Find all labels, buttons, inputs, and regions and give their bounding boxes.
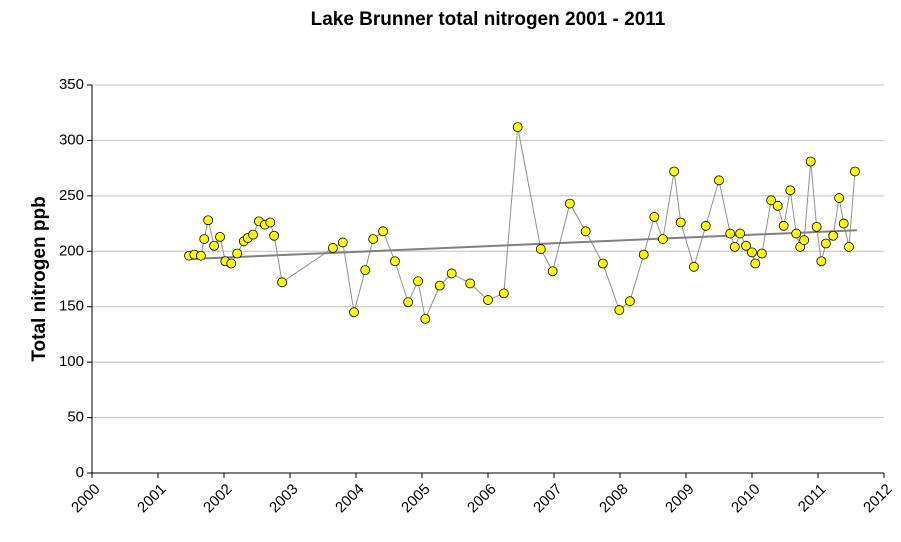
data-point — [778, 220, 789, 231]
data-point — [757, 248, 767, 259]
data-point — [337, 237, 348, 248]
data-point — [729, 241, 740, 252]
data-point — [368, 234, 379, 244]
data-point — [844, 241, 854, 252]
data-point — [725, 228, 736, 239]
data-point — [747, 247, 757, 258]
data-point — [420, 314, 431, 324]
data-point — [805, 156, 816, 167]
data-point — [203, 215, 214, 226]
data-point — [378, 226, 388, 237]
data-point — [689, 261, 699, 272]
data-point — [850, 166, 860, 177]
data-point — [446, 268, 457, 279]
data-point — [638, 249, 649, 260]
data-point — [564, 198, 575, 209]
data-point — [834, 193, 845, 203]
data-point — [199, 234, 210, 244]
data-line — [188, 127, 856, 321]
data-point — [700, 220, 711, 231]
x-tick-label: 2011 — [795, 481, 830, 516]
data-point — [498, 288, 509, 299]
y-tick-label: 350 — [59, 76, 84, 93]
x-tick-label: 2003 — [266, 481, 302, 517]
x-tick-label: 2001 — [134, 481, 170, 517]
data-point — [434, 280, 445, 291]
y-tick-label: 200 — [59, 242, 84, 259]
data-point — [277, 277, 287, 288]
data-point — [821, 238, 831, 249]
data-point — [265, 217, 276, 228]
trend-line — [188, 229, 857, 261]
data-point — [625, 296, 635, 307]
data-point — [360, 265, 371, 276]
data-point — [838, 218, 849, 229]
data-point — [597, 258, 608, 269]
data-point — [649, 212, 660, 222]
x-tick-label: 2006 — [464, 481, 500, 517]
y-axis-label: Total nitrogen ppb — [29, 196, 50, 361]
data-point — [791, 228, 802, 239]
data-point — [226, 258, 237, 269]
data-point — [828, 230, 839, 241]
data-point — [327, 243, 338, 253]
y-tick-label: 250 — [59, 187, 84, 204]
data-point — [580, 226, 591, 237]
x-tick-label: 2005 — [398, 481, 434, 517]
x-tick-label: 2004 — [332, 481, 368, 517]
data-point — [735, 228, 746, 239]
data-point — [547, 266, 558, 277]
chart-title: Lake Brunner total nitrogen 2001 - 2011 — [311, 9, 666, 30]
data-point — [535, 244, 546, 254]
data-point — [232, 248, 243, 259]
x-tick-label: 2010 — [728, 481, 764, 517]
data-point — [349, 307, 359, 318]
data-point — [413, 276, 423, 287]
data-point — [741, 240, 751, 251]
data-point — [658, 234, 668, 244]
data-point — [714, 175, 724, 186]
data-point — [512, 122, 523, 133]
data-point — [390, 256, 400, 267]
data-point — [215, 231, 225, 242]
y-tick-label: 150 — [59, 298, 84, 315]
y-tick-label: 100 — [59, 353, 84, 370]
data-point — [669, 166, 680, 177]
data-point — [483, 295, 493, 305]
x-tick-label: 2008 — [596, 481, 632, 517]
data-point — [750, 258, 761, 269]
data-point — [465, 278, 476, 289]
data-point — [772, 200, 783, 211]
data-point — [785, 185, 796, 196]
y-tick-label: 300 — [59, 131, 84, 148]
data-point — [614, 305, 625, 315]
data-point — [269, 230, 280, 241]
x-tick-label: 2000 — [68, 481, 104, 517]
data-point — [816, 256, 827, 267]
data-point — [675, 217, 686, 228]
x-tick-label: 2009 — [662, 481, 698, 517]
y-tick-label: 50 — [67, 409, 84, 426]
data-point — [811, 221, 822, 232]
x-tick-label: 2002 — [200, 481, 236, 517]
data-point — [799, 235, 810, 246]
x-tick-label: 2007 — [530, 481, 566, 517]
data-point — [403, 297, 414, 308]
data-point — [209, 240, 220, 251]
data-point — [248, 229, 258, 240]
y-tick-label: 0 — [76, 464, 84, 481]
x-tick-label: 2012 — [860, 481, 896, 517]
data-point — [766, 195, 777, 206]
data-point — [195, 250, 206, 261]
